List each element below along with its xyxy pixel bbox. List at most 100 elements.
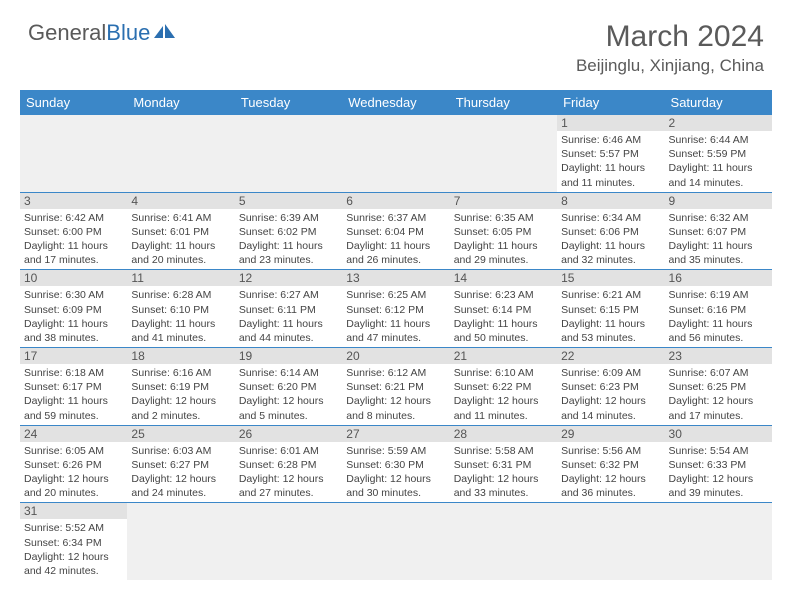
calendar-cell: 10Sunrise: 6:30 AMSunset: 6:09 PMDayligh… (20, 270, 127, 348)
month-title: March 2024 (576, 20, 764, 54)
daylight-text: Daylight: 11 hours and 47 minutes. (346, 317, 445, 345)
sunset-text: Sunset: 6:20 PM (239, 380, 338, 394)
weekday-header: Friday (557, 90, 664, 115)
sunset-text: Sunset: 6:06 PM (561, 225, 660, 239)
day-number: 19 (235, 348, 342, 364)
day-info: Sunrise: 6:12 AMSunset: 6:21 PMDaylight:… (342, 364, 449, 425)
sunrise-text: Sunrise: 6:25 AM (346, 288, 445, 302)
day-number: 5 (235, 193, 342, 209)
day-info: Sunrise: 6:25 AMSunset: 6:12 PMDaylight:… (342, 286, 449, 347)
day-number: 15 (557, 270, 664, 286)
sunrise-text: Sunrise: 6:12 AM (346, 366, 445, 380)
day-number: 27 (342, 426, 449, 442)
calendar-cell: 16Sunrise: 6:19 AMSunset: 6:16 PMDayligh… (665, 270, 772, 348)
calendar-row: 1Sunrise: 6:46 AMSunset: 5:57 PMDaylight… (20, 115, 772, 192)
sunrise-text: Sunrise: 6:16 AM (131, 366, 230, 380)
daylight-text: Daylight: 12 hours and 39 minutes. (669, 472, 768, 500)
calendar-cell: 27Sunrise: 5:59 AMSunset: 6:30 PMDayligh… (342, 425, 449, 503)
daylight-text: Daylight: 11 hours and 50 minutes. (454, 317, 553, 345)
sunrise-text: Sunrise: 6:28 AM (131, 288, 230, 302)
calendar-cell (20, 115, 127, 192)
sunrise-text: Sunrise: 6:32 AM (669, 211, 768, 225)
sunrise-text: Sunrise: 6:01 AM (239, 444, 338, 458)
day-info: Sunrise: 6:14 AMSunset: 6:20 PMDaylight:… (235, 364, 342, 425)
calendar-cell: 21Sunrise: 6:10 AMSunset: 6:22 PMDayligh… (450, 348, 557, 426)
calendar-cell: 25Sunrise: 6:03 AMSunset: 6:27 PMDayligh… (127, 425, 234, 503)
day-number: 21 (450, 348, 557, 364)
calendar-cell: 18Sunrise: 6:16 AMSunset: 6:19 PMDayligh… (127, 348, 234, 426)
calendar-cell (557, 503, 664, 580)
sunset-text: Sunset: 6:30 PM (346, 458, 445, 472)
calendar-row: 3Sunrise: 6:42 AMSunset: 6:00 PMDaylight… (20, 192, 772, 270)
day-number: 22 (557, 348, 664, 364)
calendar-row: 10Sunrise: 6:30 AMSunset: 6:09 PMDayligh… (20, 270, 772, 348)
sunset-text: Sunset: 6:25 PM (669, 380, 768, 394)
day-info: Sunrise: 6:05 AMSunset: 6:26 PMDaylight:… (20, 442, 127, 503)
calendar-cell: 4Sunrise: 6:41 AMSunset: 6:01 PMDaylight… (127, 192, 234, 270)
day-info: Sunrise: 6:37 AMSunset: 6:04 PMDaylight:… (342, 209, 449, 270)
weekday-header: Monday (127, 90, 234, 115)
calendar-cell: 12Sunrise: 6:27 AMSunset: 6:11 PMDayligh… (235, 270, 342, 348)
logo-text-blue: Blue (106, 20, 150, 46)
calendar-cell: 2Sunrise: 6:44 AMSunset: 5:59 PMDaylight… (665, 115, 772, 192)
day-info: Sunrise: 6:03 AMSunset: 6:27 PMDaylight:… (127, 442, 234, 503)
sunrise-text: Sunrise: 6:10 AM (454, 366, 553, 380)
sunset-text: Sunset: 6:21 PM (346, 380, 445, 394)
day-number: 30 (665, 426, 772, 442)
weekday-header: Sunday (20, 90, 127, 115)
sunrise-text: Sunrise: 6:42 AM (24, 211, 123, 225)
logo-text-general: General (28, 20, 106, 46)
sunrise-text: Sunrise: 6:37 AM (346, 211, 445, 225)
daylight-text: Daylight: 11 hours and 53 minutes. (561, 317, 660, 345)
sunset-text: Sunset: 6:14 PM (454, 303, 553, 317)
day-info: Sunrise: 6:27 AMSunset: 6:11 PMDaylight:… (235, 286, 342, 347)
calendar-cell (450, 503, 557, 580)
location-text: Beijinglu, Xinjiang, China (576, 56, 764, 76)
sunrise-text: Sunrise: 6:14 AM (239, 366, 338, 380)
day-info: Sunrise: 6:34 AMSunset: 6:06 PMDaylight:… (557, 209, 664, 270)
daylight-text: Daylight: 12 hours and 20 minutes. (24, 472, 123, 500)
day-info: Sunrise: 6:39 AMSunset: 6:02 PMDaylight:… (235, 209, 342, 270)
daylight-text: Daylight: 12 hours and 8 minutes. (346, 394, 445, 422)
daylight-text: Daylight: 11 hours and 38 minutes. (24, 317, 123, 345)
sunrise-text: Sunrise: 6:41 AM (131, 211, 230, 225)
sunrise-text: Sunrise: 5:52 AM (24, 521, 123, 535)
sunrise-text: Sunrise: 6:03 AM (131, 444, 230, 458)
day-number: 16 (665, 270, 772, 286)
sunset-text: Sunset: 6:05 PM (454, 225, 553, 239)
calendar-cell: 13Sunrise: 6:25 AMSunset: 6:12 PMDayligh… (342, 270, 449, 348)
calendar-table: SundayMondayTuesdayWednesdayThursdayFrid… (20, 90, 772, 580)
sunset-text: Sunset: 6:07 PM (669, 225, 768, 239)
calendar-cell: 1Sunrise: 6:46 AMSunset: 5:57 PMDaylight… (557, 115, 664, 192)
sunset-text: Sunset: 6:31 PM (454, 458, 553, 472)
sunrise-text: Sunrise: 6:35 AM (454, 211, 553, 225)
sunrise-text: Sunrise: 6:19 AM (669, 288, 768, 302)
weekday-header: Thursday (450, 90, 557, 115)
day-number: 29 (557, 426, 664, 442)
weekday-row: SundayMondayTuesdayWednesdayThursdayFrid… (20, 90, 772, 115)
sunrise-text: Sunrise: 6:44 AM (669, 133, 768, 147)
calendar-cell: 11Sunrise: 6:28 AMSunset: 6:10 PMDayligh… (127, 270, 234, 348)
day-number: 6 (342, 193, 449, 209)
sunset-text: Sunset: 6:01 PM (131, 225, 230, 239)
daylight-text: Daylight: 11 hours and 17 minutes. (24, 239, 123, 267)
day-info: Sunrise: 5:54 AMSunset: 6:33 PMDaylight:… (665, 442, 772, 503)
daylight-text: Daylight: 12 hours and 5 minutes. (239, 394, 338, 422)
calendar-cell: 30Sunrise: 5:54 AMSunset: 6:33 PMDayligh… (665, 425, 772, 503)
calendar-cell (235, 503, 342, 580)
calendar-cell (127, 503, 234, 580)
sunrise-text: Sunrise: 5:58 AM (454, 444, 553, 458)
daylight-text: Daylight: 11 hours and 41 minutes. (131, 317, 230, 345)
daylight-text: Daylight: 11 hours and 23 minutes. (239, 239, 338, 267)
weekday-header: Wednesday (342, 90, 449, 115)
sunrise-text: Sunrise: 6:30 AM (24, 288, 123, 302)
day-info: Sunrise: 6:23 AMSunset: 6:14 PMDaylight:… (450, 286, 557, 347)
sunrise-text: Sunrise: 6:46 AM (561, 133, 660, 147)
calendar-cell: 20Sunrise: 6:12 AMSunset: 6:21 PMDayligh… (342, 348, 449, 426)
day-info: Sunrise: 6:44 AMSunset: 5:59 PMDaylight:… (665, 131, 772, 192)
day-number: 9 (665, 193, 772, 209)
sunset-text: Sunset: 6:28 PM (239, 458, 338, 472)
calendar-cell: 6Sunrise: 6:37 AMSunset: 6:04 PMDaylight… (342, 192, 449, 270)
daylight-text: Daylight: 11 hours and 35 minutes. (669, 239, 768, 267)
sunset-text: Sunset: 6:12 PM (346, 303, 445, 317)
